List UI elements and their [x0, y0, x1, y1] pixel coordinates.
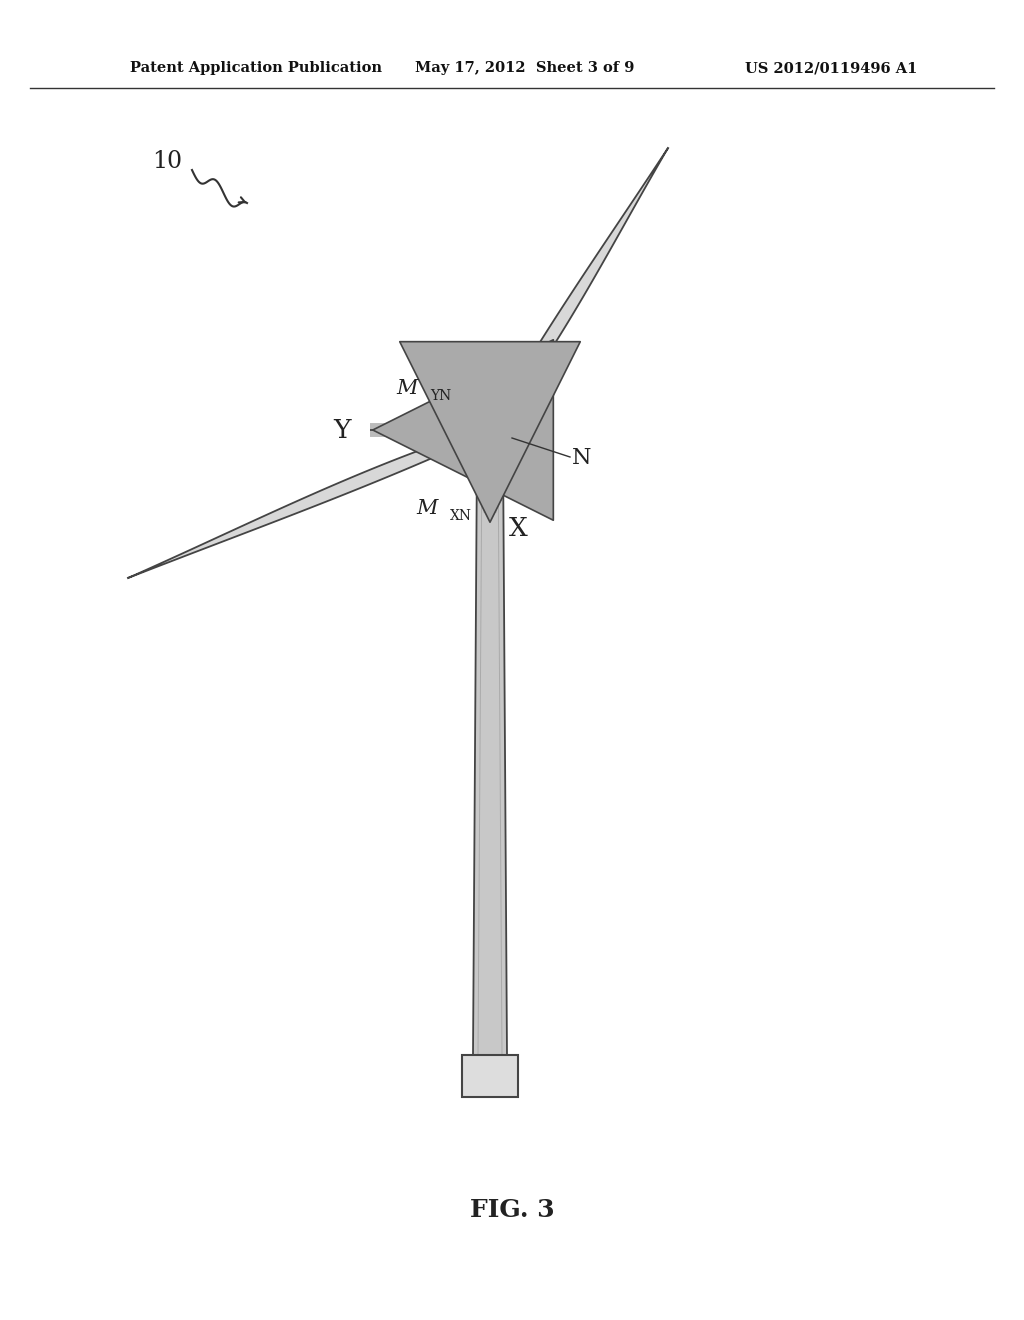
Text: May 17, 2012  Sheet 3 of 9: May 17, 2012 Sheet 3 of 9 [415, 61, 635, 75]
Text: X: X [509, 516, 527, 540]
FancyBboxPatch shape [462, 1055, 518, 1097]
Polygon shape [473, 447, 507, 1055]
Text: FIG. 3: FIG. 3 [470, 1199, 554, 1222]
FancyBboxPatch shape [474, 418, 506, 441]
Polygon shape [128, 426, 490, 578]
Text: YN: YN [430, 389, 452, 403]
Circle shape [476, 416, 504, 444]
Text: Y: Y [333, 417, 351, 442]
Text: M: M [396, 379, 418, 397]
Text: N: N [572, 447, 592, 469]
Text: Patent Application Publication: Patent Application Publication [130, 61, 382, 75]
Text: XN: XN [450, 510, 472, 523]
Text: M: M [417, 499, 438, 517]
Text: US 2012/0119496 A1: US 2012/0119496 A1 [745, 61, 918, 75]
Text: 10: 10 [152, 150, 182, 173]
Polygon shape [488, 148, 669, 432]
Circle shape [470, 411, 510, 450]
